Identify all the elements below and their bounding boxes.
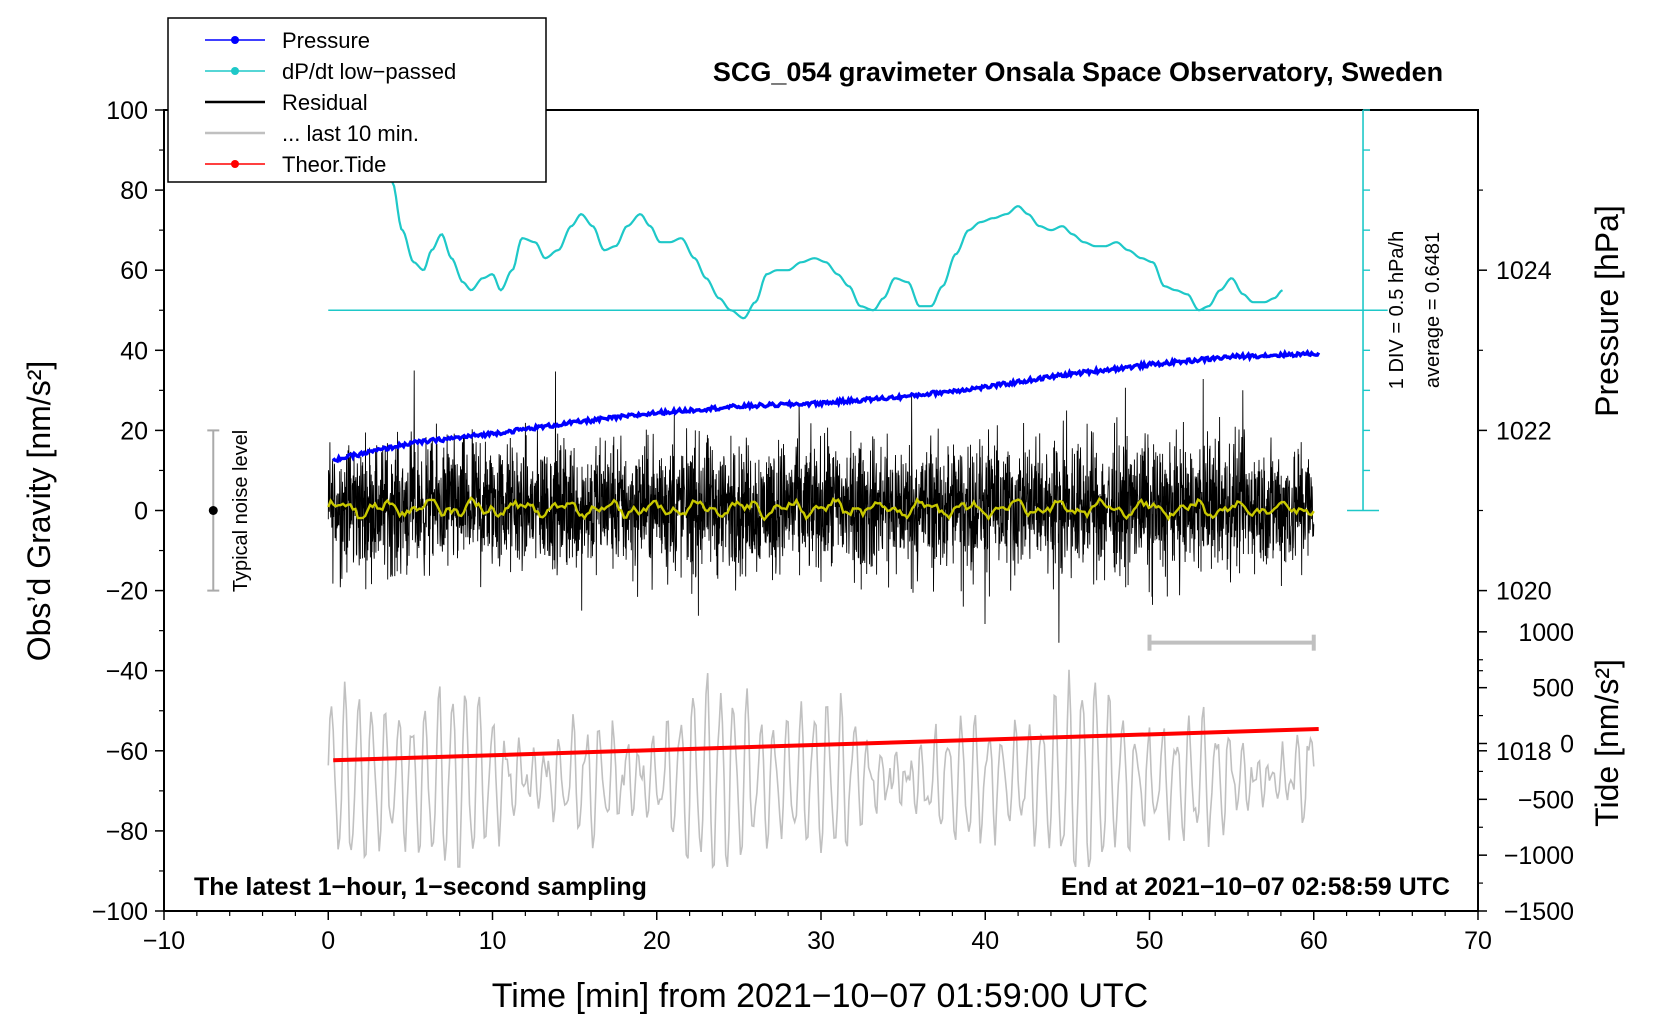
x-tick-label: 10 bbox=[479, 927, 507, 955]
tide-tick-label: 0 bbox=[1560, 731, 1574, 759]
pressure-tick-label: 1022 bbox=[1496, 417, 1552, 445]
pressure-tick-label: 1020 bbox=[1496, 578, 1552, 606]
annotations-group bbox=[207, 109, 1388, 651]
noise-level-label: Typical noise level bbox=[230, 430, 252, 592]
y-axis-label-left: Obs’d Gravity [nm/s²] bbox=[21, 361, 57, 662]
x-tick-label: 0 bbox=[321, 927, 335, 955]
pressure-series bbox=[331, 348, 1321, 464]
tide-tick-label: 500 bbox=[1532, 675, 1574, 703]
x-tick-label: 40 bbox=[971, 927, 999, 955]
x-tick-label: 50 bbox=[1136, 927, 1164, 955]
tide-tick-label: −1000 bbox=[1504, 842, 1574, 870]
chart-title: SCG_054 gravimeter Onsala Space Observat… bbox=[713, 57, 1443, 87]
y-tick-label: 40 bbox=[120, 337, 148, 365]
y-tick-label: −80 bbox=[106, 818, 148, 846]
x-tick-label: 70 bbox=[1464, 927, 1492, 955]
x-tick-label: 20 bbox=[643, 927, 671, 955]
y-axis-label-tide: Tide [nm/s²] bbox=[1589, 659, 1625, 827]
y-tick-label: −40 bbox=[106, 658, 148, 686]
y-axis-label-pressure: Pressure [hPa] bbox=[1589, 205, 1625, 417]
y-tick-label: −60 bbox=[106, 738, 148, 766]
dpdt-series bbox=[391, 181, 1284, 320]
legend-swatch-dot bbox=[231, 160, 239, 168]
y-tick-label: 0 bbox=[134, 498, 148, 526]
pressure-tick-label: 1024 bbox=[1496, 257, 1552, 285]
pressure-tick-label: 1018 bbox=[1496, 738, 1552, 766]
y-tick-label: −20 bbox=[106, 578, 148, 606]
y-tick-label: 60 bbox=[120, 257, 148, 285]
y-tick-label: 80 bbox=[120, 177, 148, 205]
series-group bbox=[327, 181, 1321, 870]
dpdt-average-text: average = 0.6481 bbox=[1422, 232, 1444, 388]
dpdt-scale-text: 1 DIV = 0.5 hPa/h bbox=[1386, 231, 1408, 389]
legend-swatch-dot bbox=[231, 67, 239, 75]
y-tick-label: 20 bbox=[120, 417, 148, 445]
theor-tide-series bbox=[333, 727, 1319, 763]
tide-tick-label: 1000 bbox=[1518, 619, 1574, 647]
legend-label: Pressure bbox=[282, 28, 370, 53]
footer-left-text: The latest 1−hour, 1−second sampling bbox=[194, 873, 647, 901]
legend-label: ... last 10 min. bbox=[282, 121, 419, 146]
legend-label: dP/dt low−passed bbox=[282, 59, 456, 84]
residual-series bbox=[327, 370, 1315, 643]
y-tick-label: −100 bbox=[92, 898, 148, 926]
legend-label: Residual bbox=[282, 90, 368, 115]
legend-swatch-dot bbox=[231, 36, 239, 44]
x-tick-label: −10 bbox=[143, 927, 185, 955]
x-axis-label: Time [min] from 2021−10−07 01:59:00 UTC bbox=[492, 977, 1148, 1015]
x-tick-label: 60 bbox=[1300, 927, 1328, 955]
footer-right-text: End at 2021−10−07 02:58:59 UTC bbox=[1061, 873, 1450, 901]
noise-bar-center-dot bbox=[208, 506, 218, 515]
y-tick-label: 100 bbox=[106, 97, 148, 125]
residual-smoothed-series bbox=[327, 496, 1315, 522]
axes-group: −10 0 10 20 30 40 50 60 70−100−80−60−40−20020406… bbox=[92, 97, 1574, 955]
legend-box bbox=[167, 17, 547, 183]
x-tick-label: 30 bbox=[807, 927, 835, 955]
tide-tick-label: −500 bbox=[1518, 786, 1574, 814]
tide-tick-label: −1500 bbox=[1504, 898, 1574, 926]
legend: Pressure dP/dt low−passed Residual ... last… bbox=[167, 17, 547, 183]
legend-label: Theor.Tide bbox=[282, 152, 386, 177]
last-10-min-series bbox=[327, 669, 1315, 870]
